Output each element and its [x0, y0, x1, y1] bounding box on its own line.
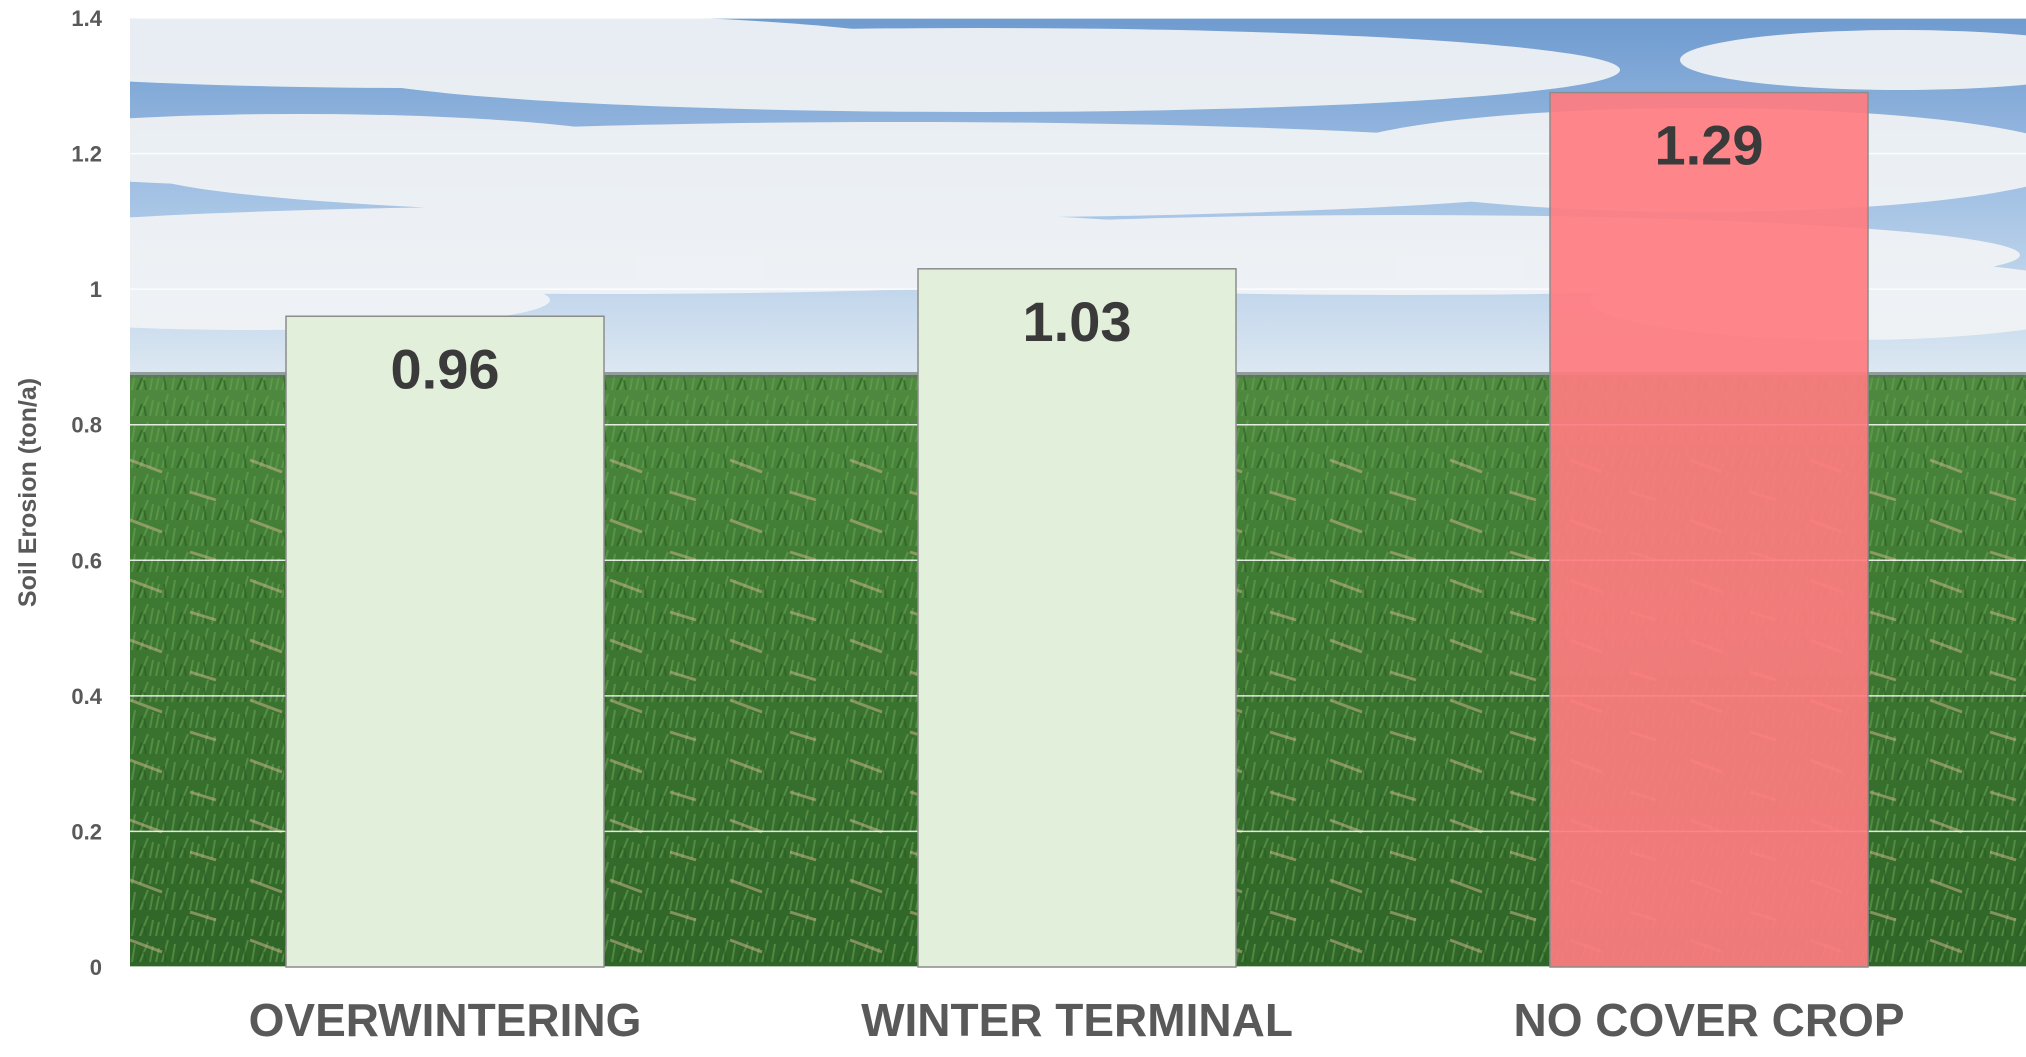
bar-no-cover-crop [1549, 91, 1869, 968]
bars [285, 91, 1869, 968]
x-category-label: WINTER TERMINAL [861, 994, 1293, 1046]
cloud [140, 122, 1660, 218]
bar-value-label: 1.29 [1655, 114, 1764, 177]
y-tick-label: 0.6 [71, 548, 102, 573]
value-labels: 0.96 1.03 1.29 [391, 114, 1764, 401]
y-tick-label: 0.2 [71, 819, 102, 844]
y-axis-ticks: 0 0.2 0.4 0.6 0.8 1 1.2 1.4 [71, 6, 102, 980]
y-tick-label: 1 [90, 277, 102, 302]
y-tick-label: 1.2 [71, 142, 102, 167]
cloud [130, 270, 550, 330]
x-axis-categories: OVERWINTERING WINTER TERMINAL NO COVER CRO… [249, 994, 1905, 1046]
y-tick-label: 0.4 [71, 684, 102, 709]
y-axis-title: Soil Erosion (ton/a) [14, 378, 42, 607]
cloud [340, 28, 1620, 112]
x-category-label: NO COVER CROP [1513, 994, 1904, 1046]
bar-winter-terminal [917, 268, 1237, 968]
bar-value-label: 1.03 [1023, 290, 1132, 353]
bar-value-label: 0.96 [391, 337, 500, 400]
bar-overwintering [285, 315, 605, 968]
x-category-label: OVERWINTERING [249, 994, 642, 1046]
y-tick-label: 1.4 [71, 6, 102, 31]
y-tick-label: 0 [90, 955, 102, 980]
cloud [1680, 30, 2026, 90]
y-tick-label: 0.8 [71, 413, 102, 438]
